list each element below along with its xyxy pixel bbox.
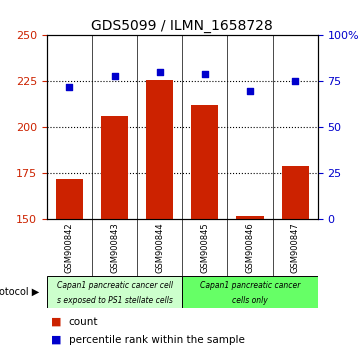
Bar: [146, 80, 173, 219]
Text: percentile rank within the sample: percentile rank within the sample: [69, 335, 244, 345]
Text: GSM900846: GSM900846: [245, 222, 255, 273]
Title: GDS5099 / ILMN_1658728: GDS5099 / ILMN_1658728: [91, 19, 273, 33]
Text: GSM900847: GSM900847: [291, 222, 300, 273]
Bar: [236, 216, 264, 219]
Bar: [56, 179, 83, 219]
Text: GSM900845: GSM900845: [200, 222, 209, 273]
Bar: [47, 276, 182, 308]
Point: [112, 73, 118, 79]
Text: ■: ■: [51, 335, 65, 345]
Text: GSM900843: GSM900843: [110, 222, 119, 273]
Bar: [182, 276, 318, 308]
Point: [202, 71, 208, 77]
Text: protocol ▶: protocol ▶: [0, 287, 40, 297]
Bar: [282, 166, 309, 219]
Text: Capan1 pancreatic cancer: Capan1 pancreatic cancer: [200, 281, 300, 290]
Text: ■: ■: [51, 317, 65, 327]
Point: [292, 79, 298, 84]
Text: count: count: [69, 317, 98, 327]
Text: Capan1 pancreatic cancer cell: Capan1 pancreatic cancer cell: [57, 281, 173, 290]
Point: [247, 88, 253, 93]
Point: [67, 84, 73, 90]
Point: [157, 69, 162, 75]
Bar: [191, 105, 218, 219]
Text: GSM900842: GSM900842: [65, 222, 74, 273]
Text: GSM900844: GSM900844: [155, 222, 164, 273]
Bar: [101, 116, 128, 219]
Text: cells only: cells only: [232, 296, 268, 304]
Text: s exposed to PS1 stellate cells: s exposed to PS1 stellate cells: [57, 296, 173, 304]
